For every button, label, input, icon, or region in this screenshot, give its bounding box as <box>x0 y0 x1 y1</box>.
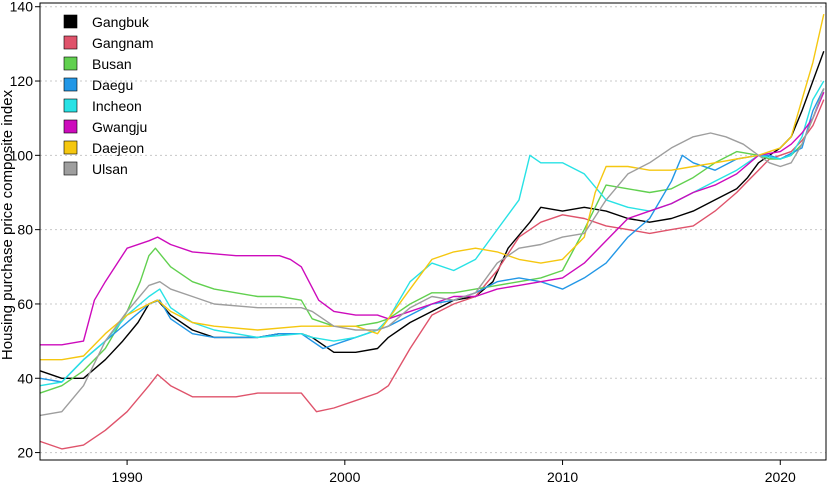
y-tick-label: 60 <box>17 296 33 312</box>
legend-swatch <box>63 161 78 176</box>
series-line-daegu <box>39 88 825 383</box>
x-tick-label: 1990 <box>112 469 143 485</box>
y-tick-label: 100 <box>10 147 34 163</box>
x-tick-label: 2000 <box>329 469 360 485</box>
y-axis-title: Housing purchase price composite index <box>0 89 16 360</box>
legend-swatch <box>63 35 78 50</box>
gridlines <box>40 6 826 454</box>
series-line-gangnam <box>39 99 825 450</box>
legend-label: Daejeon <box>92 140 144 156</box>
x-tick-label: 2020 <box>765 469 796 485</box>
y-tick-label: 120 <box>10 73 34 89</box>
legend-label: Incheon <box>92 98 142 114</box>
y-tick-label: 20 <box>17 445 33 461</box>
legend-label: Ulsan <box>92 161 128 177</box>
series-line-busan <box>39 88 825 394</box>
y-tick-label: 40 <box>17 370 33 386</box>
legend-swatch <box>63 14 78 29</box>
legend-label: Gangnam <box>92 35 153 51</box>
series-line-ulsan <box>39 88 825 417</box>
series-line-incheon <box>39 80 825 387</box>
legend-label: Gwangju <box>92 119 147 135</box>
y-tick-label: 140 <box>10 0 34 15</box>
legend-swatch <box>63 140 78 155</box>
series-line-daejeon <box>40 13 825 361</box>
series-lines <box>39 13 825 450</box>
axes: 20 40 60 80 100 120 140 1990 2000 2010 2020 <box>10 0 796 485</box>
series-line-gangbuk <box>39 51 825 379</box>
x-tick-label: 2010 <box>547 469 578 485</box>
legend-swatch <box>63 119 78 134</box>
legend: Gangbuk Gangnam Busan Daegu Incheon Gwangju Da… <box>63 14 153 177</box>
legend-swatch <box>63 77 78 92</box>
legend-label: Daegu <box>92 77 133 93</box>
legend-swatch <box>63 98 78 113</box>
series-line-gwangju <box>40 91 825 346</box>
legend-swatch <box>63 56 78 71</box>
plot-frame <box>39 2 827 461</box>
y-tick-label: 80 <box>17 222 33 238</box>
legend-label: Gangbuk <box>92 14 150 30</box>
legend-label: Busan <box>92 56 132 72</box>
